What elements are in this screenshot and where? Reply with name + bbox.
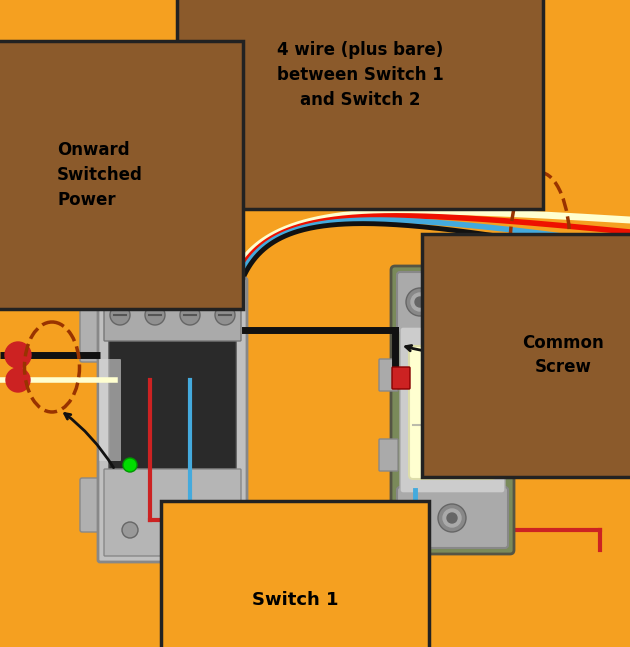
- Circle shape: [415, 297, 425, 307]
- Circle shape: [180, 305, 200, 325]
- Circle shape: [443, 293, 461, 311]
- FancyBboxPatch shape: [109, 339, 236, 521]
- FancyBboxPatch shape: [400, 327, 505, 493]
- Text: Common
Screw: Common Screw: [522, 333, 604, 377]
- Circle shape: [5, 342, 31, 368]
- FancyBboxPatch shape: [98, 278, 247, 562]
- Circle shape: [192, 522, 208, 538]
- Text: Onward
Switched
Power: Onward Switched Power: [57, 141, 143, 209]
- FancyBboxPatch shape: [104, 289, 241, 341]
- Circle shape: [447, 513, 457, 523]
- Circle shape: [438, 504, 466, 532]
- Circle shape: [411, 293, 429, 311]
- FancyBboxPatch shape: [397, 272, 508, 333]
- Circle shape: [123, 458, 137, 472]
- Circle shape: [122, 522, 138, 538]
- Circle shape: [443, 509, 461, 527]
- Circle shape: [447, 297, 457, 307]
- FancyBboxPatch shape: [80, 478, 104, 532]
- Circle shape: [6, 368, 30, 392]
- FancyBboxPatch shape: [507, 359, 526, 391]
- FancyBboxPatch shape: [379, 359, 398, 391]
- Circle shape: [471, 288, 499, 316]
- FancyBboxPatch shape: [409, 346, 496, 479]
- Circle shape: [476, 293, 494, 311]
- Circle shape: [480, 297, 490, 307]
- Circle shape: [406, 288, 434, 316]
- FancyBboxPatch shape: [104, 469, 241, 556]
- Text: Switch 1: Switch 1: [252, 591, 338, 609]
- Circle shape: [215, 305, 235, 325]
- Circle shape: [145, 305, 165, 325]
- FancyBboxPatch shape: [391, 266, 514, 554]
- Circle shape: [110, 305, 130, 325]
- Text: 4 wire (plus bare)
between Switch 1
and Switch 2: 4 wire (plus bare) between Switch 1 and …: [277, 41, 444, 109]
- FancyBboxPatch shape: [392, 367, 410, 389]
- FancyBboxPatch shape: [507, 439, 526, 471]
- Circle shape: [438, 288, 466, 316]
- FancyBboxPatch shape: [80, 308, 104, 362]
- FancyBboxPatch shape: [379, 439, 398, 471]
- FancyBboxPatch shape: [99, 359, 121, 461]
- FancyBboxPatch shape: [397, 487, 508, 548]
